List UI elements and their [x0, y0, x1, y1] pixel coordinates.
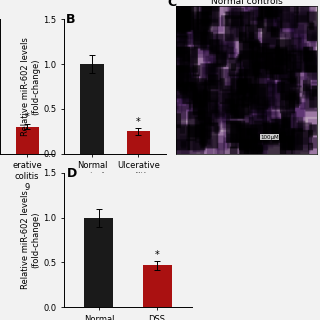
Text: B: B — [66, 13, 76, 26]
Text: C: C — [168, 0, 177, 9]
Text: *: * — [25, 112, 29, 122]
Bar — [80, 64, 104, 154]
Text: *: * — [136, 117, 141, 127]
Bar — [127, 131, 150, 154]
Y-axis label: Relative miR-602 levels
(fold-change): Relative miR-602 levels (fold-change) — [21, 37, 40, 136]
Text: 100μM: 100μM — [260, 135, 279, 140]
Bar — [16, 127, 38, 154]
Bar — [142, 265, 172, 307]
X-axis label: GSE53867: GSE53867 — [90, 185, 140, 195]
X-axis label: 9: 9 — [25, 183, 30, 192]
Bar — [84, 218, 114, 307]
Text: *: * — [155, 250, 159, 260]
Title: Normal controls: Normal controls — [211, 0, 282, 6]
Text: D: D — [67, 166, 77, 180]
Y-axis label: Relative miR-602 levels
(fold-change): Relative miR-602 levels (fold-change) — [21, 191, 40, 289]
